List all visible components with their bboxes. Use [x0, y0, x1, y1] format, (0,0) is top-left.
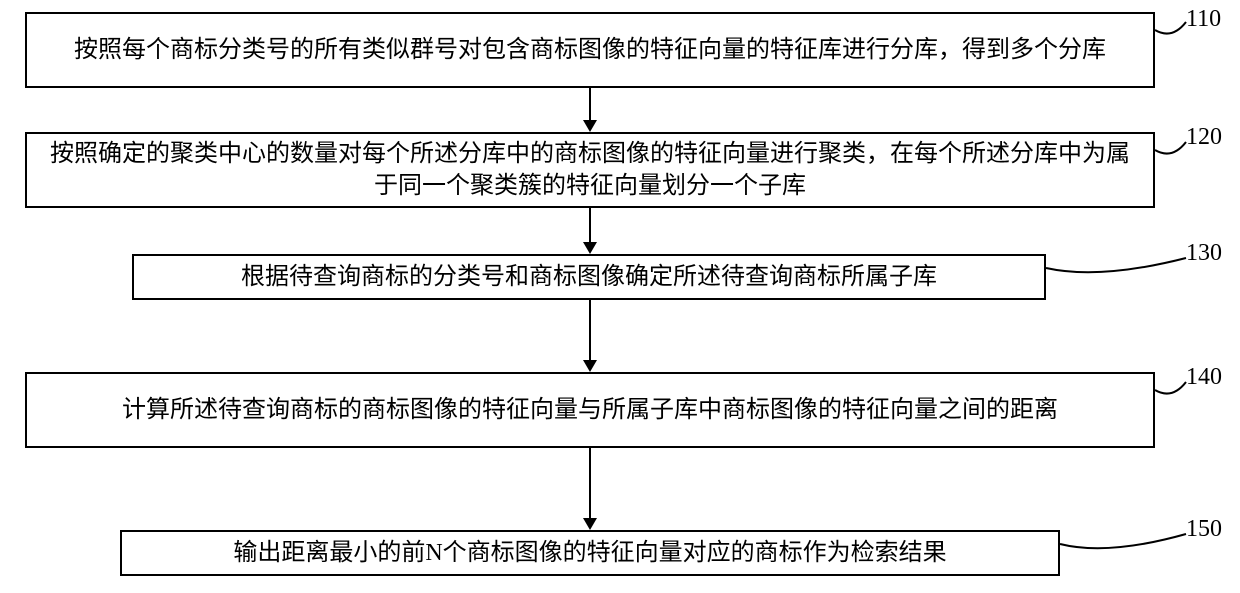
step-text: 根据待查询商标的分类号和商标图像确定所述待查询商标所属子库 [241, 261, 937, 293]
step-text: 计算所述待查询商标的商标图像的特征向量与所属子库中商标图像的特征向量之间的距离 [122, 394, 1058, 426]
step-box-110: 按照每个商标分类号的所有类似群号对包含商标图像的特征向量的特征库进行分库，得到多… [25, 12, 1155, 88]
step-label-150: 150 [1186, 516, 1222, 543]
step-text: 按照每个商标分类号的所有类似群号对包含商标图像的特征向量的特征库进行分库，得到多… [74, 34, 1106, 66]
leader-150 [1058, 532, 1188, 558]
step-box-130: 根据待查询商标的分类号和商标图像确定所述待查询商标所属子库 [132, 254, 1046, 300]
arrow-110-120 [580, 88, 600, 132]
step-label-140: 140 [1186, 364, 1222, 391]
leader-130 [1044, 256, 1188, 282]
step-box-150: 输出距离最小的前N个商标图像的特征向量对应的商标作为检索结果 [120, 530, 1060, 576]
leader-110 [1153, 20, 1188, 42]
arrow-130-140 [580, 300, 600, 372]
step-label-120: 120 [1186, 124, 1222, 151]
arrow-120-130 [580, 208, 600, 254]
step-box-140: 计算所述待查询商标的商标图像的特征向量与所属子库中商标图像的特征向量之间的距离 [25, 372, 1155, 448]
flowchart-canvas: 按照每个商标分类号的所有类似群号对包含商标图像的特征向量的特征库进行分库，得到多… [0, 0, 1240, 593]
step-text: 输出距离最小的前N个商标图像的特征向量对应的商标作为检索结果 [233, 537, 946, 569]
arrow-140-150 [580, 448, 600, 530]
step-box-120: 按照确定的聚类中心的数量对每个所述分库中的商标图像的特征向量进行聚类，在每个所述… [25, 132, 1155, 208]
leader-120 [1153, 140, 1188, 162]
step-text: 按照确定的聚类中心的数量对每个所述分库中的商标图像的特征向量进行聚类，在每个所述… [45, 138, 1135, 203]
leader-140 [1153, 380, 1188, 402]
step-label-130: 130 [1186, 240, 1222, 267]
step-label-110: 110 [1186, 6, 1221, 33]
